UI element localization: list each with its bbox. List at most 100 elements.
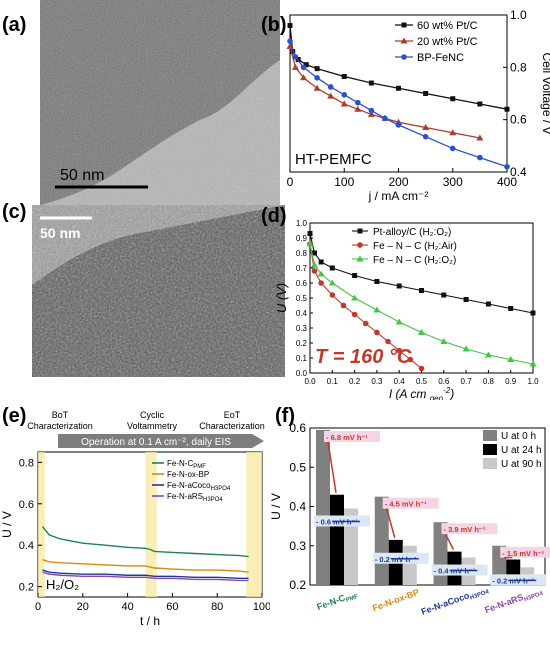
data-point-d bbox=[341, 303, 347, 309]
data-point-d bbox=[330, 266, 335, 271]
data-point-b bbox=[396, 86, 401, 91]
tem-image-a: 50 nm bbox=[0, 0, 280, 205]
rate-label-red: - 4.5 mV h⁻¹ bbox=[385, 500, 427, 509]
data-point-b bbox=[287, 38, 293, 44]
rate-label-red: - 6.8 mV h⁻¹ bbox=[326, 433, 368, 442]
x-tick-label-e: 60 bbox=[166, 601, 178, 613]
x-tick-label-b: 300 bbox=[443, 175, 463, 189]
data-point-d bbox=[318, 280, 324, 286]
data-point-b bbox=[423, 91, 428, 96]
data-point-b bbox=[328, 84, 334, 90]
data-point-b bbox=[450, 146, 456, 152]
data-point-d bbox=[419, 288, 424, 293]
data-point-b bbox=[423, 134, 429, 140]
data-point-d bbox=[312, 268, 318, 274]
x-tick-label-d: 0.5 bbox=[416, 377, 428, 386]
legend-label-b: BP-FeNC bbox=[417, 52, 464, 64]
data-point-b bbox=[450, 96, 455, 101]
legend-marker-d bbox=[358, 229, 363, 234]
data-point-b bbox=[477, 101, 482, 106]
data-point-b bbox=[293, 54, 299, 60]
x-tick-label-d: 0.8 bbox=[483, 377, 495, 386]
legend-swatch-f bbox=[483, 444, 497, 455]
panel-label-d: (d) bbox=[261, 205, 287, 228]
data-point-d bbox=[319, 260, 324, 265]
data-point-d bbox=[308, 231, 313, 236]
y-tick-label-d: 0.3 bbox=[296, 324, 308, 333]
y-tick-label-b: 0.6 bbox=[510, 113, 527, 127]
phase-band-e bbox=[38, 452, 45, 597]
category-label-f: Fe-N-aCocoH3PO4 bbox=[420, 583, 491, 619]
bar-f bbox=[316, 430, 330, 585]
bar-f bbox=[330, 495, 344, 585]
x-tick-label-d: 1.0 bbox=[527, 377, 539, 386]
panel-label-f: (f) bbox=[275, 405, 295, 428]
data-point-d bbox=[408, 357, 414, 363]
panel-label-c: (c) bbox=[2, 201, 26, 224]
y-tick-label-d: 0.6 bbox=[296, 279, 308, 288]
x-tick-label-b: 200 bbox=[388, 175, 408, 189]
annotation-b: HT-PEMFC bbox=[295, 151, 372, 168]
tem-image-c: 50 nm bbox=[0, 205, 285, 385]
x-tick-label-d: 0.4 bbox=[394, 377, 406, 386]
data-point-d bbox=[352, 273, 357, 278]
chart-f: 0.20.30.40.50.6U / V- 6.8 mV h⁻¹- 0.6 mV… bbox=[270, 400, 550, 641]
y-tick-label-d: 0.5 bbox=[296, 294, 308, 303]
panel-c: 50 nm (c) bbox=[0, 205, 285, 385]
legend-label-d: Fe – N – C (H₂:Air) bbox=[373, 241, 457, 252]
data-point-d bbox=[531, 311, 536, 316]
data-point-b bbox=[382, 116, 388, 122]
phase-label-cv: Cyclic bbox=[140, 410, 164, 420]
legend-marker-b bbox=[401, 54, 407, 60]
legend-label-b: 20 wt% Pt/C bbox=[417, 36, 478, 48]
data-point-d bbox=[396, 348, 402, 354]
legend-swatch-f bbox=[483, 430, 497, 441]
data-point-b bbox=[315, 66, 320, 71]
x-tick-label-e: 80 bbox=[211, 601, 223, 613]
y-axis-label-f: U / V bbox=[270, 493, 283, 520]
y-tick-label-e: 0.2 bbox=[19, 582, 34, 594]
data-point-b bbox=[505, 107, 510, 112]
legend-label-d: Pt-alloy/C (H₂:O₂) bbox=[373, 227, 451, 238]
category-label-f: Fe-N-aRSH3PO4 bbox=[483, 585, 544, 617]
phase-label-eot-2: Characterization bbox=[199, 421, 265, 431]
data-point-d bbox=[397, 284, 402, 289]
data-point-b bbox=[504, 164, 510, 170]
data-point-d bbox=[464, 297, 469, 302]
x-tick-label-d: 0.7 bbox=[461, 377, 473, 386]
y-tick-label-f: 0.4 bbox=[289, 500, 306, 514]
x-axis-label-b: j / mA cm⁻² bbox=[368, 189, 429, 203]
y-tick-label-b: 1.0 bbox=[510, 8, 527, 22]
scalebar-label-a: 50 nm bbox=[60, 167, 104, 184]
x-tick-label-d: 0.2 bbox=[349, 377, 361, 386]
x-tick-label-e: 40 bbox=[121, 601, 133, 613]
data-point-d bbox=[486, 302, 491, 307]
y-tick-label-d: 0.1 bbox=[296, 354, 308, 363]
y-tick-label-e: 0.8 bbox=[19, 457, 34, 469]
data-point-b bbox=[288, 23, 293, 28]
category-label-f: Fe-N-CPMF bbox=[315, 588, 359, 614]
legend-marker-d bbox=[357, 242, 363, 248]
banner-label-e: Operation at 0.1 A cm⁻², daily EIS bbox=[81, 437, 231, 448]
data-point-b bbox=[355, 100, 361, 106]
x-tick-label-e: 100 bbox=[253, 601, 270, 613]
y-tick-label-f: 0.3 bbox=[289, 539, 306, 553]
data-point-b bbox=[314, 75, 320, 81]
data-point-d bbox=[374, 279, 379, 284]
x-tick-label-e: 20 bbox=[77, 601, 89, 613]
x-tick-label-d: 0.9 bbox=[505, 377, 517, 386]
x-axis-label-e: t / h bbox=[140, 614, 160, 628]
y-tick-label-f: 0.2 bbox=[289, 578, 306, 592]
y-tick-label-e: 0.4 bbox=[19, 540, 34, 552]
legend-label-f: U at 24 h bbox=[501, 445, 542, 456]
legend-label-e: Fe-N-ox-BP bbox=[167, 470, 209, 479]
data-point-d bbox=[385, 339, 391, 345]
y-tick-label-d: 0.8 bbox=[296, 249, 308, 258]
phase-label-bot: BoT bbox=[52, 410, 69, 420]
bar-f bbox=[403, 546, 417, 585]
x-axis-label-d: I (A cm geo-2) bbox=[389, 386, 454, 400]
